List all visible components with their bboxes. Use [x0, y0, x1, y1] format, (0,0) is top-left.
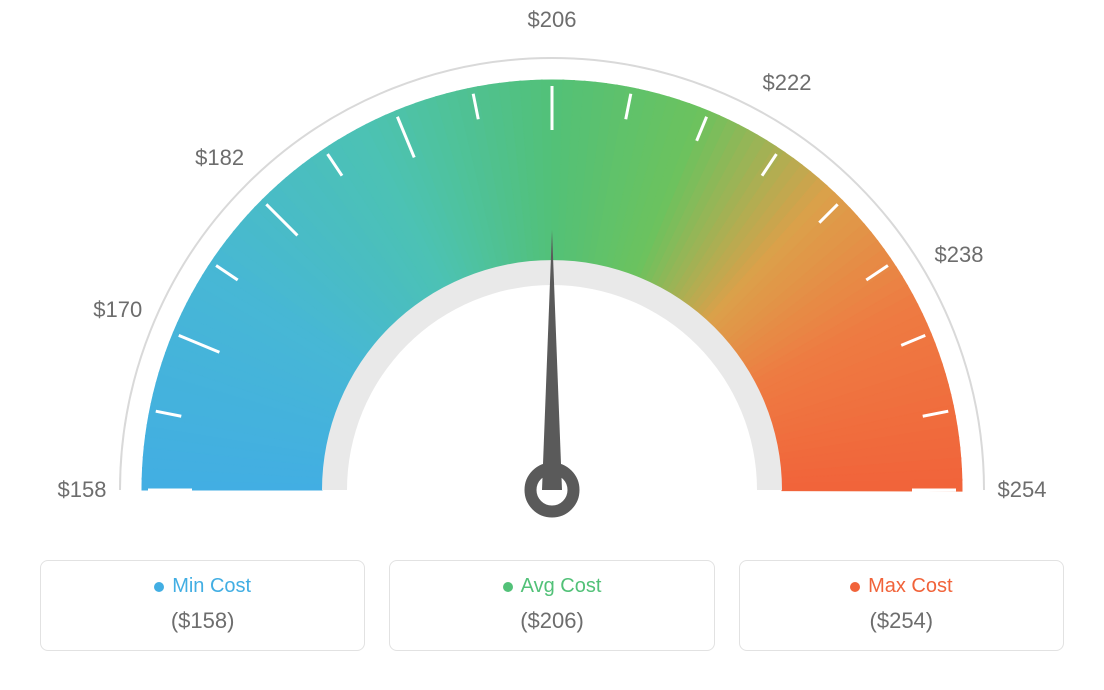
min-cost-dot — [154, 582, 164, 592]
gauge-tick-label: $238 — [935, 242, 984, 268]
avg-cost-label: Avg Cost — [521, 575, 602, 598]
avg-cost-card: Avg Cost ($206) — [389, 560, 714, 651]
max-cost-dot — [850, 582, 860, 592]
gauge-chart: $158 $170 $182 $206 $222 $238 $254 — [0, 0, 1104, 560]
gauge-tick-label: $254 — [998, 477, 1047, 503]
min-cost-label: Min Cost — [172, 575, 251, 598]
avg-cost-value: ($206) — [400, 608, 703, 634]
summary-cards-row: Min Cost ($158) Avg Cost ($206) Max Cost… — [0, 560, 1104, 651]
max-cost-card: Max Cost ($254) — [739, 560, 1064, 651]
min-cost-title: Min Cost — [154, 575, 251, 598]
gauge-tick-label: $222 — [763, 70, 812, 96]
max-cost-label: Max Cost — [868, 575, 952, 598]
avg-cost-dot — [503, 582, 513, 592]
min-cost-value: ($158) — [51, 608, 354, 634]
max-cost-value: ($254) — [750, 608, 1053, 634]
gauge-tick-label: $158 — [58, 477, 107, 503]
max-cost-title: Max Cost — [850, 575, 952, 598]
gauge-tick-label: $182 — [195, 145, 244, 171]
gauge-tick-label: $206 — [528, 7, 577, 33]
min-cost-card: Min Cost ($158) — [40, 560, 365, 651]
avg-cost-title: Avg Cost — [503, 575, 602, 598]
gauge-tick-label: $170 — [93, 297, 142, 323]
gauge-svg — [0, 0, 1104, 560]
